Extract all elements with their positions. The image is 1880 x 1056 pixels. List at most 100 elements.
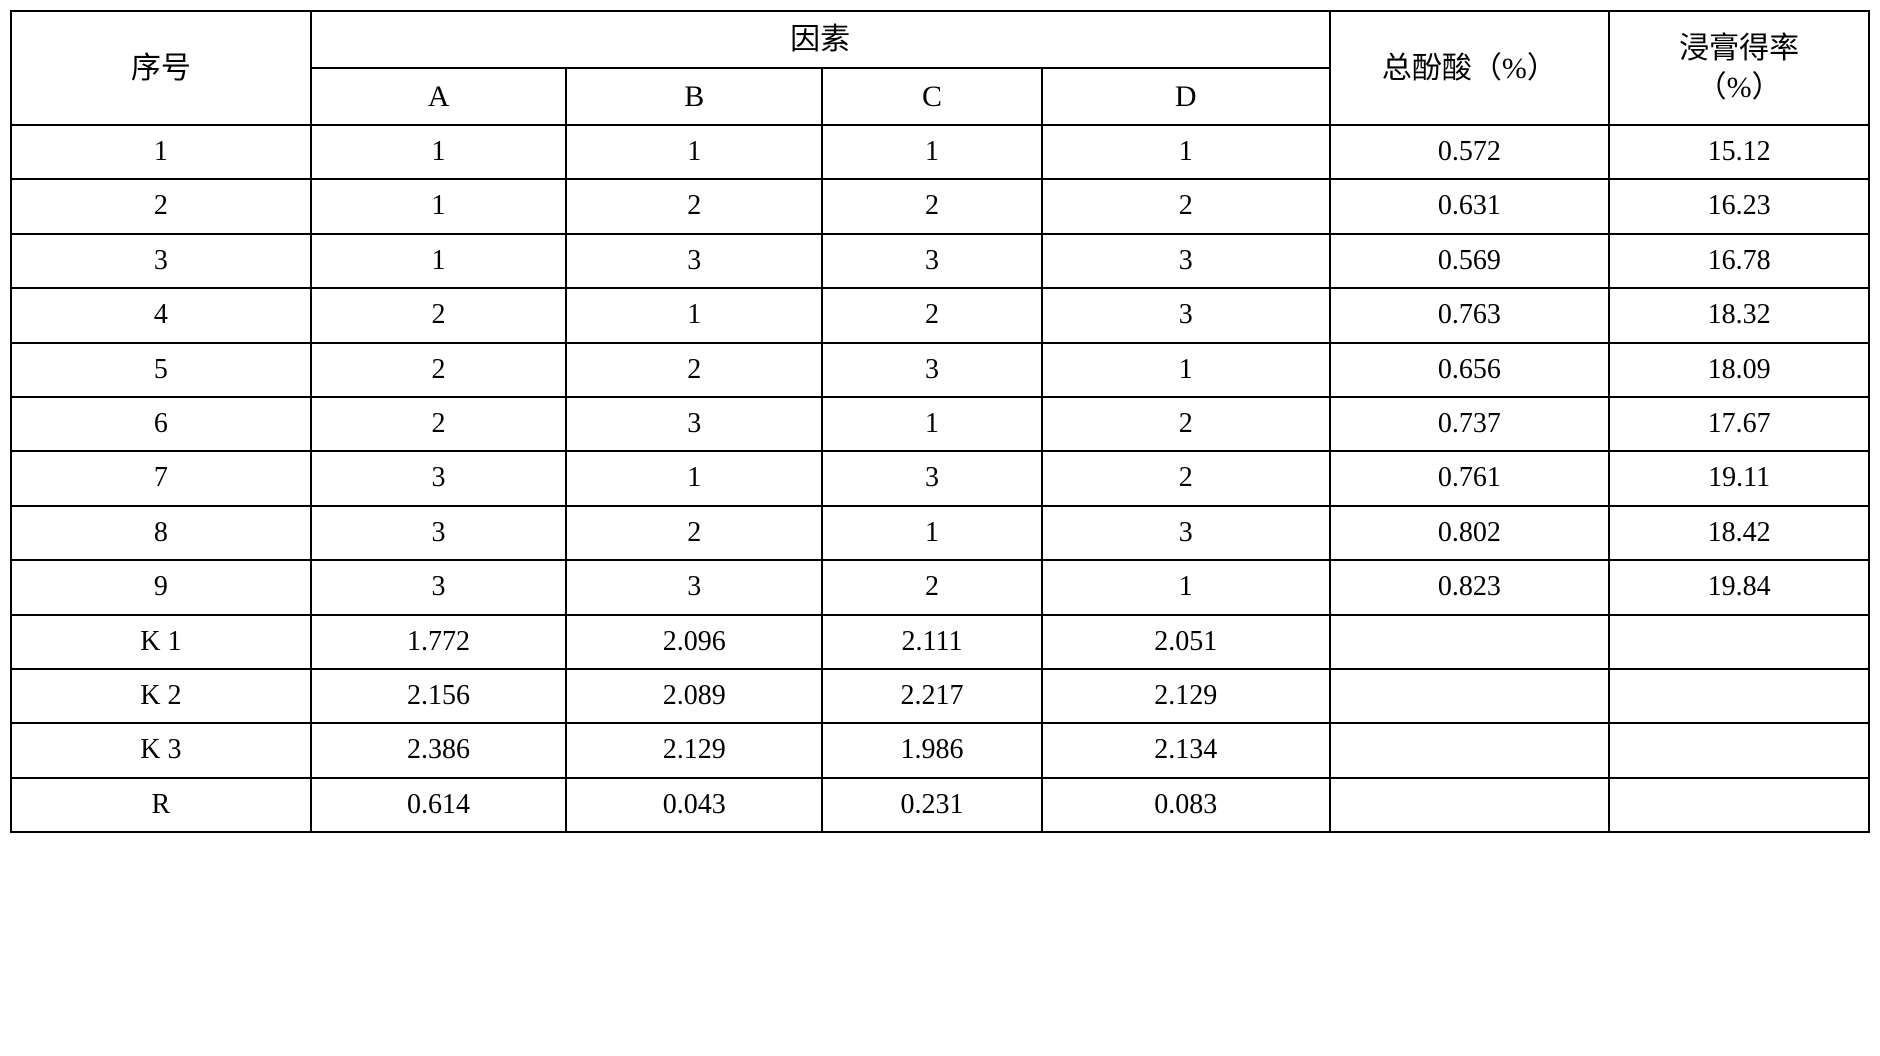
cell-d: 3 <box>1042 506 1330 560</box>
summary-row: K 3 2.386 2.129 1.986 2.134 <box>11 723 1869 777</box>
cell-b: 1 <box>566 125 822 179</box>
table-row: 6 2 3 1 2 0.737 17.67 <box>11 397 1869 451</box>
cell-label: K 2 <box>11 669 311 723</box>
cell-total <box>1330 669 1610 723</box>
cell-a: 3 <box>311 506 567 560</box>
header-factor-c: C <box>822 68 1042 125</box>
cell-a: 3 <box>311 560 567 614</box>
cell-total: 0.631 <box>1330 179 1610 233</box>
header-total-phenolic: 总酚酸（%） <box>1330 11 1610 125</box>
header-factor-b: B <box>566 68 822 125</box>
cell-b: 2.129 <box>566 723 822 777</box>
cell-a: 1 <box>311 179 567 233</box>
table-row: 8 3 2 1 3 0.802 18.42 <box>11 506 1869 560</box>
cell-label: K 3 <box>11 723 311 777</box>
cell-c: 3 <box>822 343 1042 397</box>
cell-yield <box>1609 778 1869 832</box>
cell-seq: 6 <box>11 397 311 451</box>
cell-c: 1.986 <box>822 723 1042 777</box>
cell-b: 2.089 <box>566 669 822 723</box>
cell-b: 0.043 <box>566 778 822 832</box>
orthogonal-experiment-table: 序号 因素 总酚酸（%） 浸膏得率 （%） A B C D 1 1 1 1 1 … <box>10 10 1870 833</box>
cell-total <box>1330 723 1610 777</box>
cell-b: 1 <box>566 288 822 342</box>
cell-c: 2 <box>822 560 1042 614</box>
cell-seq: 8 <box>11 506 311 560</box>
table-row: 2 1 2 2 2 0.631 16.23 <box>11 179 1869 233</box>
cell-seq: 4 <box>11 288 311 342</box>
cell-yield: 18.32 <box>1609 288 1869 342</box>
cell-a: 2 <box>311 288 567 342</box>
cell-c: 1 <box>822 506 1042 560</box>
cell-b: 3 <box>566 397 822 451</box>
cell-total: 0.761 <box>1330 451 1610 505</box>
cell-c: 2.111 <box>822 615 1042 669</box>
header-factor-group: 因素 <box>311 11 1330 68</box>
cell-seq: 3 <box>11 234 311 288</box>
cell-yield: 19.84 <box>1609 560 1869 614</box>
summary-row: K 2 2.156 2.089 2.217 2.129 <box>11 669 1869 723</box>
cell-a: 2 <box>311 343 567 397</box>
cell-total: 0.737 <box>1330 397 1610 451</box>
cell-b: 2.096 <box>566 615 822 669</box>
header-extract-yield: 浸膏得率 （%） <box>1609 11 1869 125</box>
cell-a: 1 <box>311 125 567 179</box>
cell-d: 3 <box>1042 288 1330 342</box>
cell-yield: 15.12 <box>1609 125 1869 179</box>
summary-row: R 0.614 0.043 0.231 0.083 <box>11 778 1869 832</box>
cell-a: 3 <box>311 451 567 505</box>
cell-yield: 18.42 <box>1609 506 1869 560</box>
cell-a: 1.772 <box>311 615 567 669</box>
cell-total: 0.569 <box>1330 234 1610 288</box>
table-row: 7 3 1 3 2 0.761 19.11 <box>11 451 1869 505</box>
cell-b: 3 <box>566 560 822 614</box>
cell-a: 2.156 <box>311 669 567 723</box>
cell-d: 2 <box>1042 451 1330 505</box>
cell-b: 2 <box>566 506 822 560</box>
cell-seq: 7 <box>11 451 311 505</box>
cell-d: 2.051 <box>1042 615 1330 669</box>
cell-c: 3 <box>822 234 1042 288</box>
cell-d: 2.129 <box>1042 669 1330 723</box>
cell-d: 3 <box>1042 234 1330 288</box>
cell-yield <box>1609 723 1869 777</box>
table-row: 4 2 1 2 3 0.763 18.32 <box>11 288 1869 342</box>
cell-a: 1 <box>311 234 567 288</box>
cell-total: 0.802 <box>1330 506 1610 560</box>
cell-total: 0.763 <box>1330 288 1610 342</box>
cell-a: 2 <box>311 397 567 451</box>
cell-d: 1 <box>1042 560 1330 614</box>
cell-seq: 2 <box>11 179 311 233</box>
table-row: 9 3 3 2 1 0.823 19.84 <box>11 560 1869 614</box>
cell-d: 0.083 <box>1042 778 1330 832</box>
cell-seq: 1 <box>11 125 311 179</box>
cell-label: K 1 <box>11 615 311 669</box>
cell-total <box>1330 778 1610 832</box>
cell-b: 2 <box>566 179 822 233</box>
summary-row: K 1 1.772 2.096 2.111 2.051 <box>11 615 1869 669</box>
cell-b: 1 <box>566 451 822 505</box>
cell-seq: 5 <box>11 343 311 397</box>
cell-seq: 9 <box>11 560 311 614</box>
cell-b: 3 <box>566 234 822 288</box>
header-factor-d: D <box>1042 68 1330 125</box>
cell-c: 3 <box>822 451 1042 505</box>
cell-yield <box>1609 669 1869 723</box>
cell-c: 0.231 <box>822 778 1042 832</box>
table-row: 5 2 2 3 1 0.656 18.09 <box>11 343 1869 397</box>
cell-yield: 16.78 <box>1609 234 1869 288</box>
cell-total: 0.572 <box>1330 125 1610 179</box>
cell-c: 2.217 <box>822 669 1042 723</box>
cell-yield: 16.23 <box>1609 179 1869 233</box>
cell-d: 1 <box>1042 343 1330 397</box>
yield-line2: （%） <box>1697 71 1782 104</box>
table-row: 3 1 3 3 3 0.569 16.78 <box>11 234 1869 288</box>
cell-d: 2 <box>1042 179 1330 233</box>
cell-total: 0.823 <box>1330 560 1610 614</box>
cell-d: 1 <box>1042 125 1330 179</box>
cell-d: 2 <box>1042 397 1330 451</box>
cell-yield: 17.67 <box>1609 397 1869 451</box>
cell-total <box>1330 615 1610 669</box>
cell-yield: 18.09 <box>1609 343 1869 397</box>
header-factor-a: A <box>311 68 567 125</box>
